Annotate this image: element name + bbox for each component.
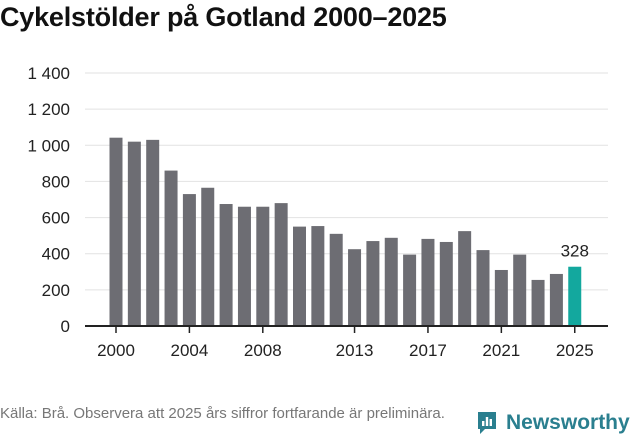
bar-2002 [146, 139, 160, 326]
bar-2012 [329, 233, 343, 326]
y-tick-label: 400 [42, 245, 70, 264]
y-tick-label: 1 400 [27, 64, 70, 83]
bar-2021 [494, 269, 508, 326]
y-tick-label: 800 [42, 172, 70, 191]
x-tick-label: 2017 [409, 341, 447, 360]
y-tick-label: 1 000 [27, 136, 70, 155]
x-axis-ticks: 2000 2004 2008 2013 2017 2021 2025 [97, 326, 594, 360]
bar-2003 [164, 170, 178, 326]
bar-2024 [549, 273, 563, 326]
bar-2000 [109, 137, 123, 326]
data-labels: 328 [561, 242, 589, 261]
bar-2017 [421, 238, 435, 326]
newsworthy-logo: Newsworthy [476, 409, 630, 437]
newsworthy-logo-text: Newsworthy [506, 411, 630, 434]
x-tick-label: 2013 [336, 341, 374, 360]
x-tick-label: 2025 [556, 341, 594, 360]
bar-2011 [311, 226, 325, 326]
data-label-2025: 328 [561, 242, 589, 261]
bar-2005 [201, 187, 215, 326]
newsworthy-logo-icon [478, 412, 496, 434]
x-tick-label: 2004 [170, 341, 208, 360]
bar-2015 [384, 237, 398, 326]
bar-2016 [403, 254, 417, 326]
x-tick-label: 2000 [97, 341, 135, 360]
gridlines [85, 72, 608, 291]
bar-2004 [182, 194, 196, 326]
bar-2007 [237, 206, 251, 326]
bar-2008 [256, 206, 270, 326]
bar-2006 [219, 204, 233, 326]
y-axis-ticks: 0 200 400 600 800 1 000 1 200 1 400 [27, 64, 70, 336]
bar-2020 [476, 250, 490, 326]
bar-2018 [439, 241, 453, 326]
y-tick-label: 200 [42, 281, 70, 300]
x-tick-label: 2008 [244, 341, 282, 360]
bar-2022 [513, 254, 527, 326]
bar-2019 [458, 231, 472, 326]
bar-2009 [274, 203, 288, 326]
source-note: Källa: Brå. Observera att 2025 års siffr… [0, 405, 445, 422]
x-tick-label: 2021 [482, 341, 520, 360]
bar-2023 [531, 279, 545, 326]
bar-2025 [568, 266, 582, 326]
bar-2001 [127, 141, 141, 326]
bar-2010 [293, 226, 306, 326]
bar-2014 [366, 241, 380, 326]
bars [109, 137, 582, 326]
chart-title: Cykelstölder på Gotland 2000–2025 [0, 2, 447, 32]
y-tick-label: 600 [42, 209, 70, 228]
bar-2013 [348, 249, 362, 326]
y-tick-label: 1 200 [27, 100, 70, 119]
y-tick-label: 0 [61, 317, 70, 336]
